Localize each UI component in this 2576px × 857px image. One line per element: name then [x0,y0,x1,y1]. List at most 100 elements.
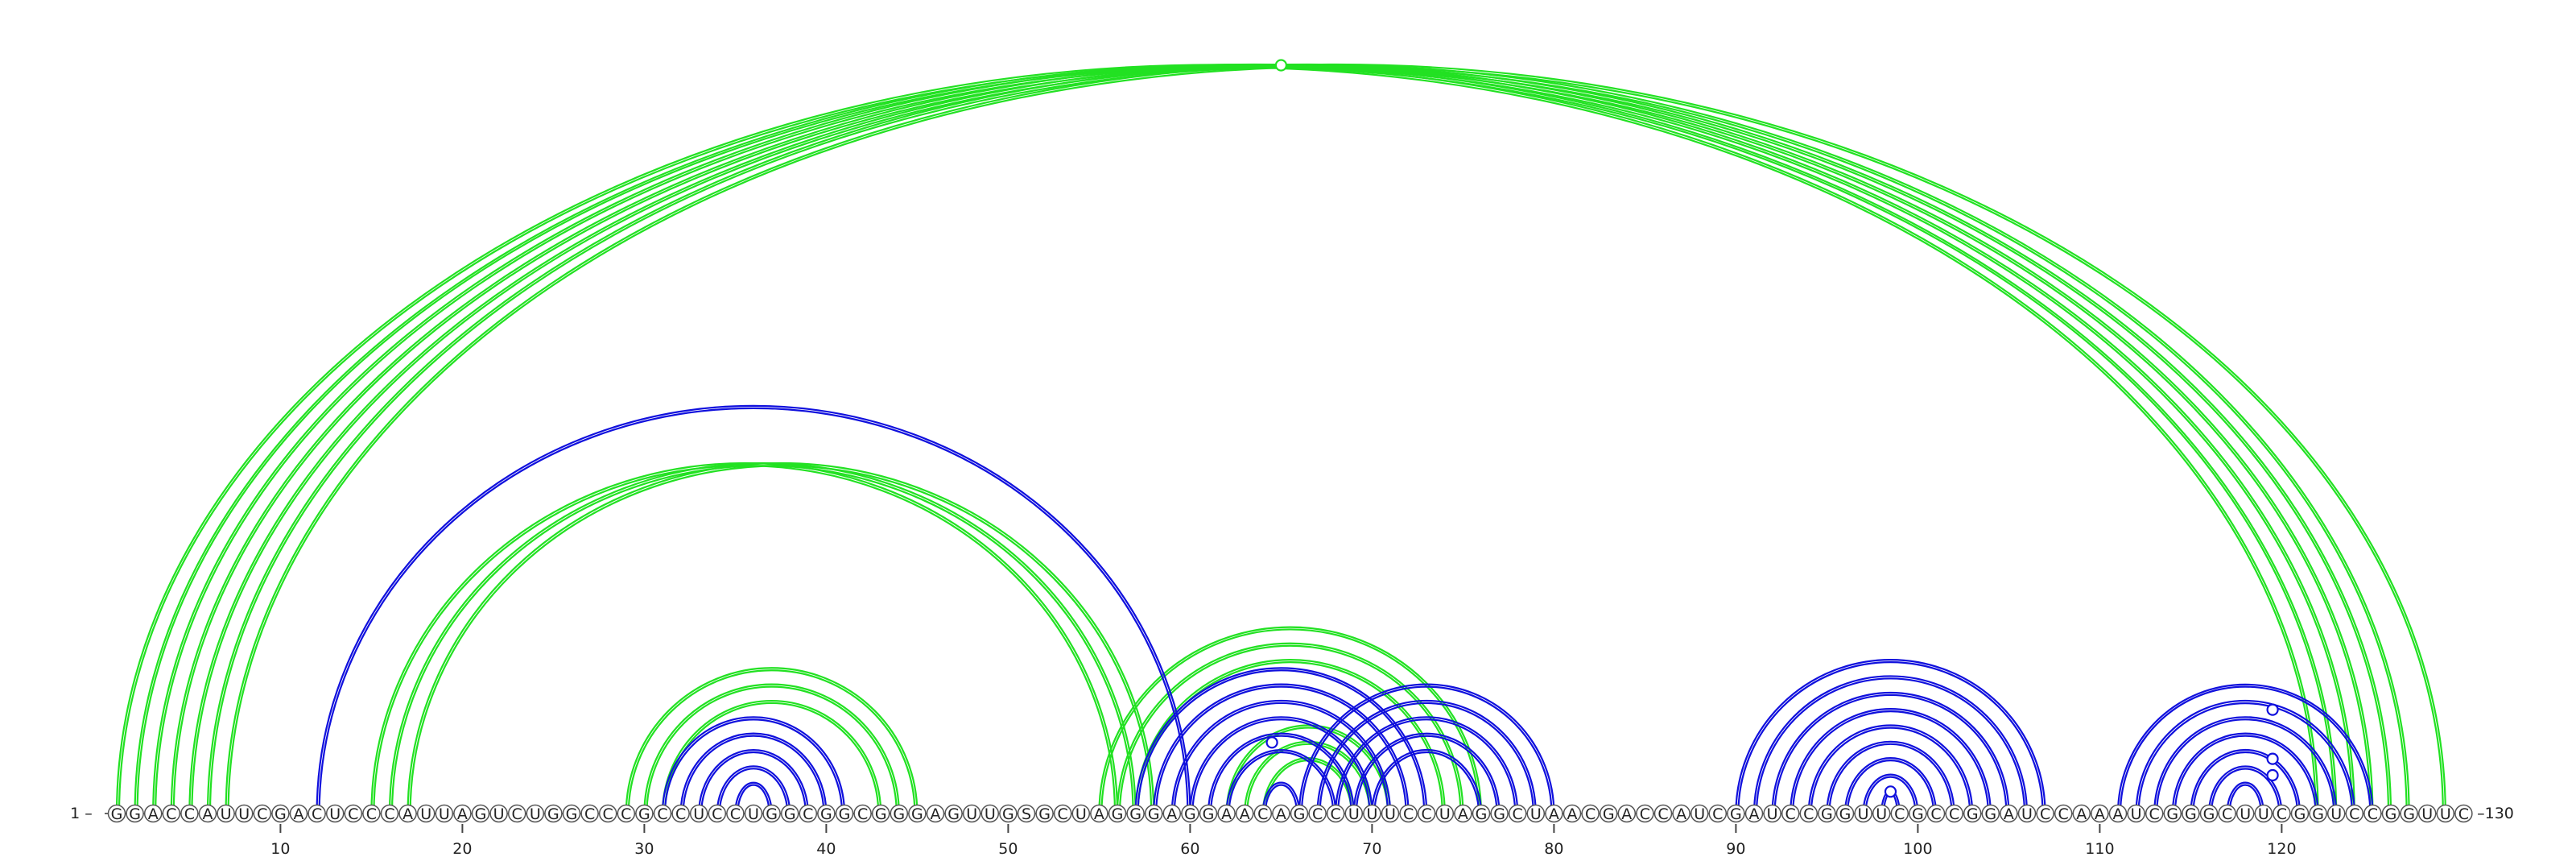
ruler-tick-label: 70 [1362,840,1381,857]
nucleotide-letter: C [1058,805,1068,823]
nucleotide: G [544,804,563,823]
nucleotide-circle [107,804,126,823]
nucleotide: C [180,804,199,823]
nucleotide-letter: C [384,805,394,823]
nucleotide-letter: G [893,805,905,823]
nucleotide-letter: U [1075,805,1087,823]
nucleotide-circle [835,804,854,823]
nucleotide: A [198,804,217,823]
nucleotide: C [362,804,381,823]
blue-base-pair-arc [1207,732,1355,814]
blue-base-pair-arc [1173,702,1389,814]
nucleotide-circle [1799,804,1818,823]
nucleotide-circle [1472,804,1491,823]
nucleotide-circle [871,804,890,823]
nucleotide: A [1545,804,1563,823]
nucleotide-circle [1599,804,1618,823]
nucleotide-circle [1326,804,1345,823]
nucleotide-letter: G [2294,805,2306,823]
nucleotide-letter: U [1530,805,1542,823]
nucleotide: U [2326,804,2346,823]
green-base-pair-arc [155,65,2353,814]
nucleotide: C [344,804,363,823]
blue-base-pair-arc [1843,757,1938,814]
blue-base-pair-arc [2228,784,2262,814]
nucleotide-letter: C [2058,805,2069,823]
nucleotide: C [1253,804,1273,823]
nucleotide-letter: A [148,805,159,823]
green-base-pair-arc [370,462,1119,814]
nucleotide: G [2400,804,2418,823]
nucleotide: G [762,804,781,823]
nucleotide-letter: G [2203,805,2215,823]
blue-base-pair-arc [2174,735,2317,814]
nucleotide-circle [1399,804,1418,823]
nucleotide: U [1435,804,1455,823]
nucleotide: A [1090,804,1108,823]
nucleotide: A [143,804,163,823]
nucleotide-letter: C [1894,805,1905,823]
nucleotide-circle [1926,804,1946,823]
green-arc-marker [1274,59,1288,72]
green-base-pair-arc [388,462,1137,814]
nucleotide-circle [1090,804,1108,823]
nucleotide-circle [2363,804,2382,823]
nucleotide-letter: U [1385,805,1396,823]
nucleotide: G [1035,804,1054,823]
blue-base-pair-arc [1846,760,1935,814]
nucleotide-circle [1235,804,1254,823]
nucleotide-letter: U [2440,805,2451,823]
nucleotide: G [2199,804,2219,823]
ruler-tick-label: 100 [1903,840,1932,857]
nucleotide: C [1708,804,1728,823]
blue-base-pair-arc [1737,661,2044,814]
nucleotide-letter: G [1148,805,1160,823]
nucleotide: G [999,804,1018,823]
nucleotide-circle [689,804,708,823]
blue-base-pair-arc [1225,748,1337,814]
nucleotide-letter: A [1276,805,1286,823]
nucleotide: C [162,804,181,823]
blue-base-pair-arc [1155,685,1407,814]
nucleotide: G [1290,804,1309,823]
nucleotide-circle [180,804,199,823]
nucleotide-letter: A [1549,805,1559,823]
nucleotide-letter: C [803,805,813,823]
nucleotide-letter: G [1984,805,1996,823]
nucleotide-letter: G [1912,805,1924,823]
nucleotide-letter: U [1366,805,1377,823]
nucleotide-circle [1818,804,1836,823]
nucleotide-letter: C [1803,805,1814,823]
nucleotide: G [1490,804,1509,823]
ruler-tick-label: 90 [1726,840,1745,857]
nucleotide: C [1799,804,1818,823]
nucleotide-circle [1854,804,1872,823]
nucleotide-letter: C [2368,805,2378,823]
blue-base-pair-arc [1862,773,1919,814]
nucleotide-letter: A [2076,805,2087,823]
nucleotide-circle [1181,804,1199,823]
sequence-end-label: –130 [2477,805,2514,822]
nucleotide-letter: U [2021,805,2033,823]
nucleotide-letter: C [1640,805,1650,823]
nucleotide: G [271,804,290,823]
nucleotide-letter: C [2222,805,2232,823]
nucleotide-circle [2400,804,2418,823]
nucleotide-letter: C [2458,805,2469,823]
nucleotide-letter: U [1858,805,1869,823]
nucleotide: C [308,804,326,823]
nucleotide-circle [217,804,235,823]
blue-base-pair-arc [1792,710,1989,814]
nucleotide-circle [562,804,581,823]
nucleotide-circle [1035,804,1054,823]
arc-markers [1265,59,2279,798]
nucleotide: U [416,804,436,823]
nucleotide-circle [2108,804,2128,823]
nucleotide: A [1162,804,1182,823]
nucleotide-circle [1490,804,1509,823]
nucleotide-letter: G [1821,805,1833,823]
blue-base-pair-arc [1355,735,1498,814]
nucleotide-letter: C [257,805,267,823]
nucleotide: A [2091,804,2109,823]
nucleotide-circle [1727,804,1745,823]
